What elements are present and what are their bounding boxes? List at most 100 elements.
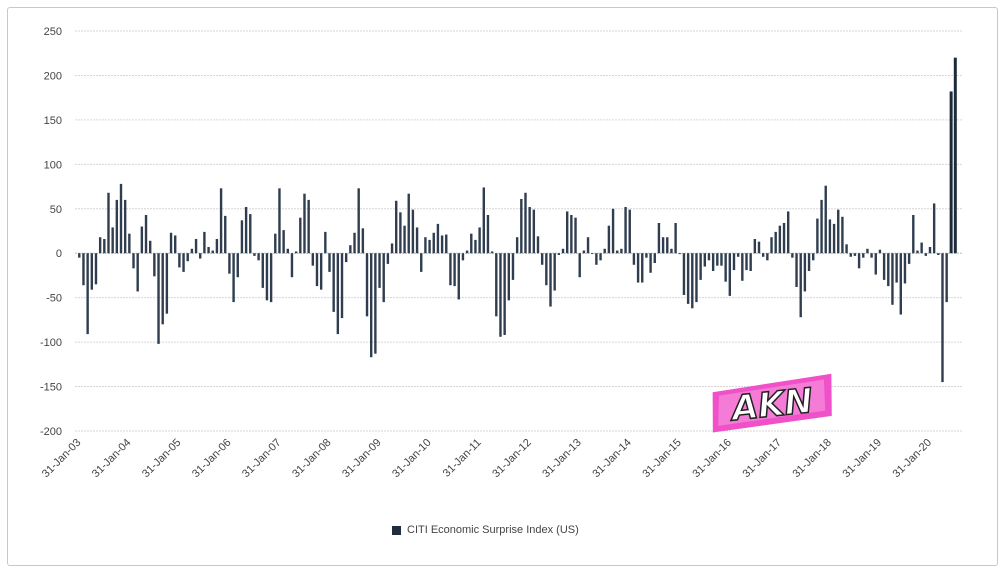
- bar: [132, 253, 135, 269]
- bar: [182, 253, 185, 272]
- bar: [799, 253, 802, 318]
- bar: [424, 237, 427, 254]
- y-tick-label: 100: [44, 159, 62, 171]
- bar: [711, 253, 715, 271]
- bar: [561, 248, 565, 254]
- bar: [707, 253, 711, 261]
- bar: [916, 250, 919, 254]
- bar: [361, 228, 365, 254]
- bar: [286, 248, 289, 254]
- y-tick-label: -200: [40, 426, 62, 438]
- bar: [265, 253, 269, 301]
- y-tick-label: -150: [40, 382, 62, 394]
- bar: [344, 253, 348, 263]
- x-tick-label: 31-Jan-12: [490, 437, 534, 481]
- bar: [870, 253, 873, 258]
- bar: [194, 239, 198, 254]
- bar: [520, 199, 523, 254]
- bar: [824, 185, 827, 254]
- bar: [536, 236, 540, 254]
- y-tick-label: -100: [40, 337, 62, 349]
- x-tick-label: 31-Jan-11: [441, 437, 484, 480]
- bar: [666, 237, 669, 254]
- bar: [490, 251, 494, 254]
- bar: [407, 193, 410, 254]
- bar: [499, 253, 502, 337]
- bar: [482, 187, 485, 254]
- bar: [186, 253, 189, 262]
- bar: [136, 253, 139, 292]
- bar: [219, 188, 223, 254]
- bar: [370, 253, 373, 358]
- bar: [278, 188, 281, 254]
- bar: [123, 199, 127, 254]
- bar: [724, 253, 727, 282]
- x-tick-label: 31-Jan-07: [240, 437, 284, 481]
- bar: [207, 247, 210, 254]
- bar: [641, 253, 644, 283]
- bar: [365, 253, 369, 317]
- x-axis-ticks: 31-Jan-03 31-Jan-04 31-Jan-05 31-Jan-06 31-J…: [40, 437, 934, 481]
- bar: [324, 231, 327, 254]
- bar: [928, 247, 932, 254]
- bar: [616, 250, 619, 254]
- bar: [557, 253, 561, 255]
- bar: [261, 253, 264, 288]
- bar: [912, 215, 915, 254]
- bar: [862, 253, 865, 258]
- bar: [945, 253, 948, 303]
- bar: [695, 253, 698, 303]
- bar: [103, 239, 106, 254]
- bar: [595, 253, 598, 265]
- bar: [553, 253, 556, 291]
- bar: [728, 253, 732, 296]
- bar: [837, 209, 840, 254]
- bar: [432, 232, 435, 254]
- bar: [390, 243, 394, 254]
- bar: [332, 253, 335, 312]
- bar: [661, 237, 665, 254]
- bar: [549, 253, 552, 307]
- bar: [503, 253, 506, 335]
- x-tick-label: 31-Jan-18: [791, 437, 835, 481]
- bar: [257, 253, 260, 261]
- bar: [386, 253, 390, 264]
- legend-swatch: [392, 525, 401, 535]
- bar: [657, 223, 661, 254]
- bar: [820, 199, 823, 254]
- bar: [532, 209, 536, 254]
- bar: [282, 230, 285, 254]
- x-tick-label: 31-Jan-05: [140, 437, 184, 481]
- bar: [224, 215, 227, 254]
- bar: [678, 253, 681, 255]
- bar: [403, 225, 406, 254]
- bar: [294, 251, 298, 254]
- bar: [436, 223, 440, 254]
- bar: [290, 253, 294, 278]
- chart-frame: [7, 7, 998, 566]
- bar: [340, 253, 344, 319]
- bar: [586, 237, 590, 254]
- bar: [570, 215, 573, 254]
- x-tick-label: 31-Jan-17: [740, 437, 784, 481]
- bar: [190, 248, 194, 254]
- bar: [603, 248, 606, 254]
- bar: [495, 253, 498, 317]
- bar: [887, 253, 890, 287]
- bar: [857, 253, 861, 269]
- x-tick-label: 31-Jan-10: [390, 437, 434, 481]
- bar: [515, 237, 519, 254]
- bar: [807, 253, 811, 271]
- bar: [649, 253, 652, 273]
- bar: [653, 253, 656, 263]
- bar: [211, 250, 214, 254]
- bar: [582, 250, 586, 254]
- bar: [315, 253, 319, 287]
- bar: [691, 253, 694, 309]
- bar: [382, 253, 385, 303]
- bar: [828, 219, 832, 254]
- bar: [411, 209, 415, 254]
- bar: [778, 225, 782, 254]
- bar: [507, 253, 511, 301]
- bar: [774, 231, 777, 254]
